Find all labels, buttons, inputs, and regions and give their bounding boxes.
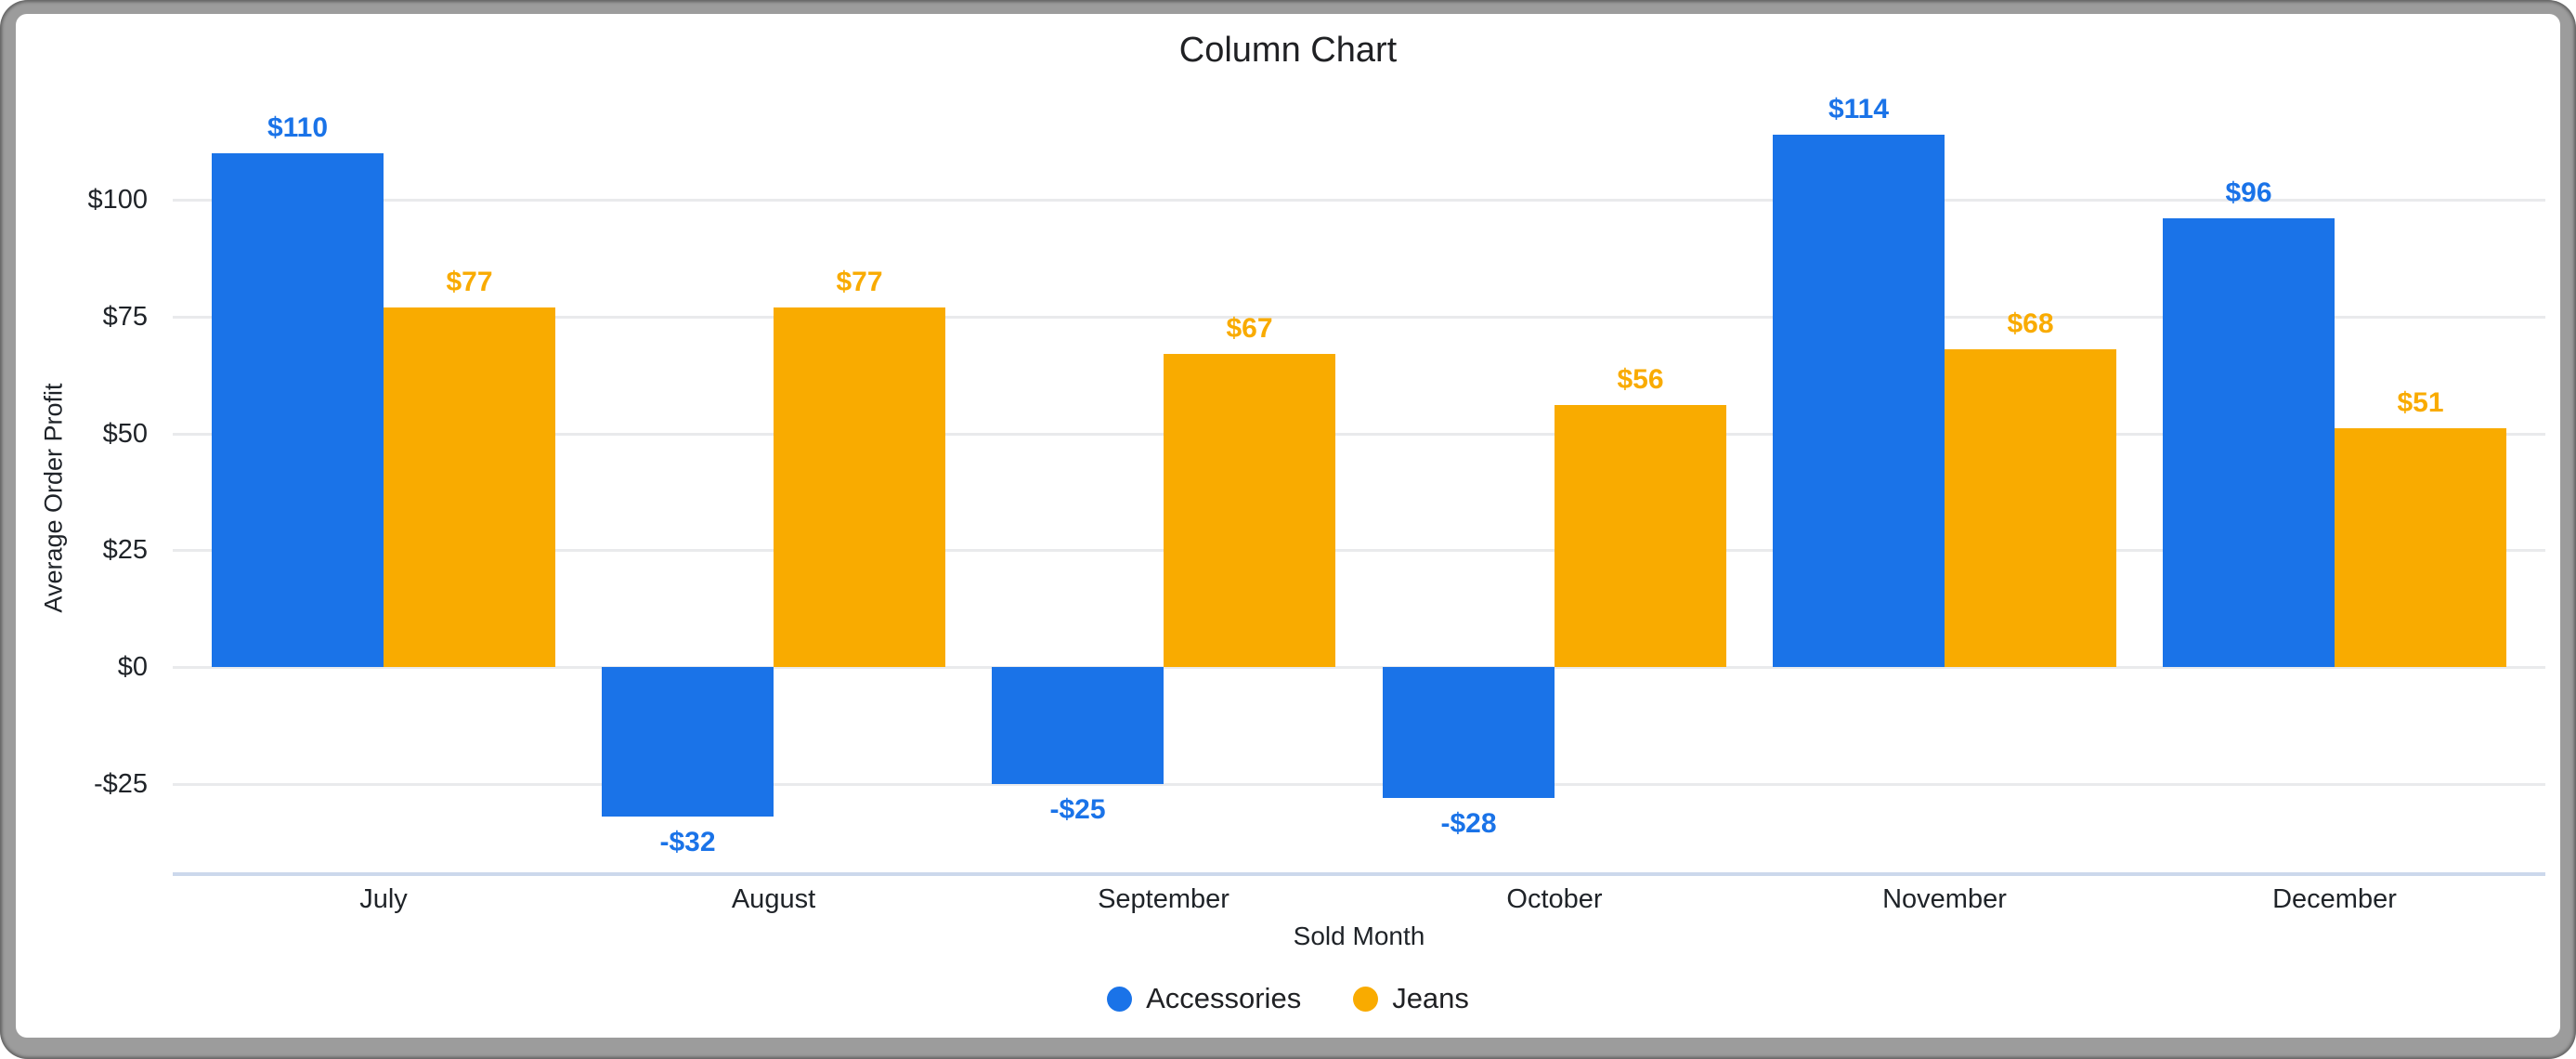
x-axis-tick-label: October (1506, 884, 1603, 914)
bar-value-label: -$32 (659, 827, 716, 857)
bar-jeans[interactable] (2335, 428, 2506, 667)
bar-value-label: $96 (2225, 177, 2272, 208)
x-axis-tick-label: September (1098, 884, 1229, 914)
bar-accessories[interactable] (602, 667, 774, 817)
chart-title: Column Chart (1178, 31, 1398, 70)
gridline (173, 432, 2545, 436)
gridline (173, 666, 2545, 669)
x-axis-tick-label: December (2272, 884, 2397, 914)
bar-value-label: $77 (836, 267, 883, 297)
y-axis-tick-label: -$25 (93, 768, 148, 799)
bar-value-label: $56 (1617, 364, 1664, 395)
legend: Accessories Jeans (16, 982, 2560, 1015)
bar-value-label: -$25 (1049, 794, 1106, 825)
legend-item-accessories[interactable]: Accessories (1107, 982, 1301, 1015)
gridline (173, 315, 2545, 319)
y-axis-tick-label: $100 (87, 185, 148, 215)
y-axis-tick-label: $75 (102, 301, 148, 332)
bar-accessories[interactable] (212, 153, 384, 667)
x-axis-tick-label: July (359, 884, 408, 914)
bar-accessories[interactable] (1773, 135, 1945, 667)
gridline (173, 549, 2545, 553)
x-axis-line (173, 872, 2545, 876)
bar-accessories[interactable] (2163, 218, 2335, 667)
bar-jeans[interactable] (1945, 349, 2116, 667)
gridline (173, 782, 2545, 786)
bar-value-label: $51 (2397, 387, 2444, 418)
bar-accessories[interactable] (992, 667, 1164, 784)
bar-accessories[interactable] (1383, 667, 1555, 798)
x-axis-tick-label: November (1882, 884, 2007, 914)
bar-value-label: $110 (267, 112, 329, 143)
legend-item-jeans[interactable]: Jeans (1353, 982, 1469, 1015)
bar-value-label: $77 (446, 267, 493, 297)
legend-label: Accessories (1146, 982, 1302, 1014)
bar-value-label: $67 (1226, 313, 1273, 344)
bar-jeans[interactable] (1555, 405, 1726, 667)
y-axis-tick-label: $25 (102, 535, 148, 566)
accessories-swatch-icon (1107, 986, 1133, 1012)
legend-label: Jeans (1392, 982, 1469, 1014)
bar-jeans[interactable] (384, 307, 555, 667)
bar-value-label: $114 (1828, 94, 1890, 124)
bar-jeans[interactable] (1164, 354, 1335, 667)
jeans-swatch-icon (1353, 986, 1379, 1012)
x-axis-title: Sold Month (1293, 922, 1425, 950)
x-axis-tick-label: August (731, 884, 816, 914)
chart-card: Column Chart Average Order Profit Sold M… (16, 14, 2560, 1038)
y-axis-tick-label: $50 (102, 418, 148, 449)
gridline (173, 199, 2545, 202)
bar-value-label: -$28 (1440, 808, 1497, 839)
bar-jeans[interactable] (774, 307, 945, 667)
bar-value-label: $68 (2007, 308, 2054, 339)
y-axis-tick-label: $0 (117, 652, 148, 682)
